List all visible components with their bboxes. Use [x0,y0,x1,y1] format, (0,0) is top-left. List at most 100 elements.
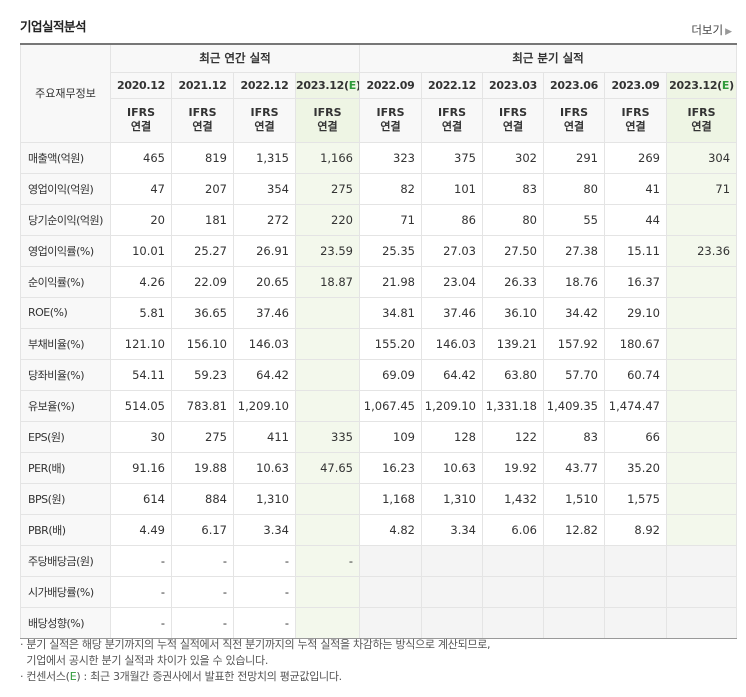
value-cell [665,451,738,484]
value-cell: 26.33 [482,265,544,298]
value-cell [543,544,605,577]
value-cell: 207 [171,172,234,205]
value-cell [665,575,738,608]
value-cell: 15.11 [604,234,667,267]
value-cell: 10.63 [233,451,296,484]
value-cell: 514.05 [110,389,172,422]
section-title: 기업실적분석 [20,19,87,34]
period-header: 2022.09 [359,71,422,99]
value-cell: 26.91 [233,234,296,267]
value-cell: - [233,575,296,608]
basis-scope: 연결 [130,120,152,133]
value-cell: 80 [482,203,544,236]
row-label: PER(배) [20,451,111,484]
value-cell: 59.23 [171,358,234,391]
basis-header: IFRS 연결 [233,97,296,143]
value-cell [665,544,738,577]
value-cell: 157.92 [543,327,605,360]
basis-scope: 연결 [317,120,338,133]
value-cell: 1,331.18 [482,389,544,422]
footnote-2: · 컨센서스(E) : 최근 3개월간 증권사에서 발표한 전망치의 평균값입니… [20,670,342,683]
value-cell: 19.92 [482,451,544,484]
table-row: EPS(원) 30 275 411 335 109 128 122 83 66 [20,420,738,453]
value-cell [295,606,360,639]
value-cell: 3.34 [421,513,483,546]
value-cell: 1,209.10 [233,389,296,422]
value-cell: 1,209.10 [421,389,483,422]
footnotes: · 분기 실적은 해당 분기까지의 누적 실적에서 직전 분기까지의 누적 실적… [20,637,491,685]
value-cell: 1,510 [543,482,605,515]
value-cell: 83 [543,420,605,453]
value-cell: 128 [421,420,483,453]
basis-standard: IFRS [188,106,217,119]
value-cell: 1,409.35 [543,389,605,422]
value-cell: 411 [233,420,296,453]
row-label: 당좌비율(%) [20,358,111,391]
value-cell: 304 [665,141,738,174]
row-label: EPS(원) [20,420,111,453]
value-cell: 12.82 [543,513,605,546]
footnote-3-suffix: ) : 최근 3개월간 증권사에서 발표한 전망치의 평균값입니다. [76,670,342,683]
value-cell: 63.80 [482,358,544,391]
value-cell: 335 [295,420,360,453]
value-cell [665,265,738,298]
basis-header: IFRS 연결 [110,97,172,143]
basis-header: IFRS 연결 [421,97,483,143]
period-header: 2022.12 [233,71,296,99]
value-cell: 18.76 [543,265,605,298]
footnote-2-text: 기업에서 공시한 분기 실적과 차이가 있을 수 있습니다. [26,654,269,667]
value-cell: 82 [359,172,422,205]
value-cell [482,575,544,608]
value-cell [295,575,360,608]
financial-table: 주요재무정보 최근 연간 실적 최근 분기 실적 2020.12 2021.12 2… [20,43,738,639]
value-cell: 83 [482,172,544,205]
basis-header: IFRS 연결 [665,97,738,143]
row-label: BPS(원) [20,482,111,515]
quarterly-group-header: 최근 분기 실적 [358,43,738,73]
table-row: 영업이익률(%) 10.01 25.27 26.91 23.59 25.35 27.03 27… [20,234,738,267]
value-cell: 109 [359,420,422,453]
annual-group-header: 최근 연간 실적 [110,43,360,73]
basis-scope: 연결 [441,120,463,133]
value-cell: 16.23 [359,451,422,484]
row-label-header: 주요재무정보 [20,43,111,143]
value-cell: 37.46 [233,296,296,329]
table-row: 시가배당률(%) - - - [20,575,738,608]
value-cell: 275 [295,172,360,205]
value-cell: 783.81 [171,389,234,422]
more-label: 더보기 [691,23,724,37]
table-row: PER(배) 91.16 19.88 10.63 47.65 16.23 10.63 19.9… [20,451,738,484]
value-cell: 139.21 [482,327,544,360]
value-cell: 122 [482,420,544,453]
more-link[interactable]: 더보기 ▶ [691,22,732,38]
footnote-1: · 분기 실적은 해당 분기까지의 누적 실적에서 직전 분기까지의 누적 실적… [20,638,491,651]
value-cell: 44 [604,203,667,236]
value-cell [665,606,738,639]
row-label: 매출액(억원) [20,141,111,174]
value-cell: 156.10 [171,327,234,360]
value-cell: 302 [482,141,544,174]
value-cell: 101 [421,172,483,205]
period-header: 2023.09 [604,71,667,99]
value-cell [604,575,667,608]
value-cell: 269 [604,141,667,174]
value-cell: 54.11 [110,358,172,391]
value-cell: - [171,544,234,577]
value-cell: 465 [110,141,172,174]
value-cell [359,544,422,577]
footnote-3-prefix: 컨센서스( [26,670,70,683]
value-cell [665,420,738,453]
value-cell [421,544,483,577]
value-cell: 180.67 [604,327,667,360]
row-label: 주당배당금(원) [20,544,111,577]
basis-standard: IFRS [560,106,588,119]
value-cell: 25.35 [359,234,422,267]
value-cell: 6.06 [482,513,544,546]
value-cell [604,606,667,639]
value-cell: 4.49 [110,513,172,546]
value-cell: - [110,575,172,608]
value-cell: 18.87 [295,265,360,298]
value-cell: - [171,606,234,639]
value-cell: 27.03 [421,234,483,267]
value-cell: 20 [110,203,172,236]
